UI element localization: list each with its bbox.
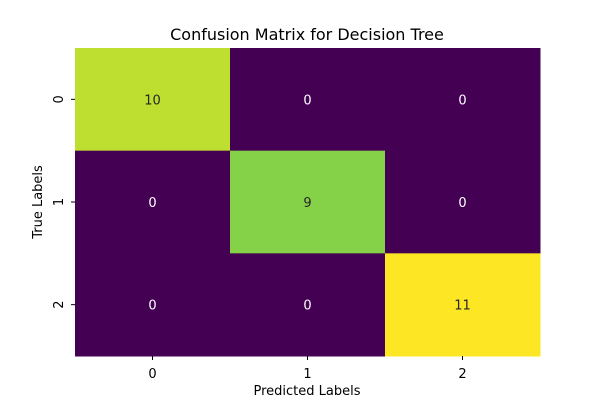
cell-value-1-2: 0 xyxy=(458,196,466,211)
x-tick-label-0: 0 xyxy=(148,367,156,382)
cell-value-1-0: 0 xyxy=(148,196,156,211)
y-tick-label-2: 2 xyxy=(52,301,67,309)
y-tick-label-0: 0 xyxy=(52,95,67,103)
heatmap-cell-2-0 xyxy=(75,253,231,357)
cell-value-1-1: 9 xyxy=(303,196,311,211)
x-tick-label-1: 1 xyxy=(303,367,311,382)
heatmap-cell-1-0 xyxy=(75,150,231,254)
y-axis: 0 1 2 xyxy=(52,95,75,309)
cell-annotations: 10 0 0 0 9 0 0 0 11 xyxy=(144,93,471,313)
cell-value-2-2: 11 xyxy=(454,299,471,314)
x-tick-label-2: 2 xyxy=(458,367,466,382)
heatmap-cell-2-2 xyxy=(385,253,541,357)
heatmap-cell-1-2 xyxy=(385,150,541,254)
cell-value-0-0: 10 xyxy=(144,93,161,108)
x-axis-label: Predicted Labels xyxy=(253,384,360,399)
cell-value-2-1: 0 xyxy=(303,299,311,314)
cell-value-2-0: 0 xyxy=(148,299,156,314)
heatmap-cell-1-1 xyxy=(230,150,386,254)
cell-value-0-2: 0 xyxy=(458,93,466,108)
heatmap-cell-0-1 xyxy=(230,48,386,152)
heatmap-cell-2-1 xyxy=(230,253,386,357)
cell-value-0-1: 0 xyxy=(303,93,311,108)
heatmap-cells xyxy=(75,48,541,357)
heatmap-cell-0-0 xyxy=(75,48,231,152)
y-axis-label: True Labels xyxy=(31,165,46,240)
y-tick-label-1: 1 xyxy=(52,198,67,206)
chart-title: Confusion Matrix for Decision Tree xyxy=(170,25,444,44)
heatmap-cell-0-2 xyxy=(385,48,541,152)
x-axis: 0 1 2 xyxy=(148,356,467,382)
